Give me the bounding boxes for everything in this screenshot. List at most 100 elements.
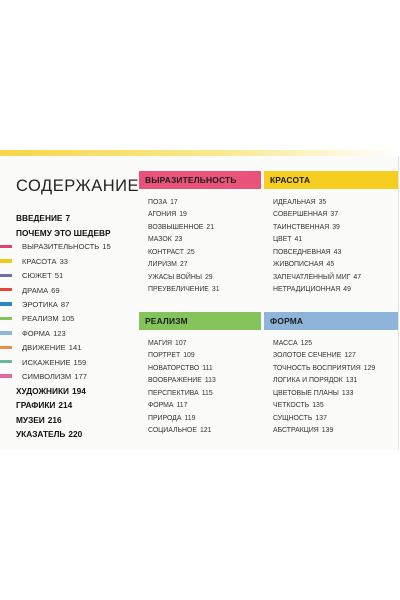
color-swatch [0,244,12,249]
toc-item[interactable]: КРАСОТА 33 [0,254,128,268]
toc-item[interactable]: ДРАМА 69 [0,283,128,297]
section-item-page: 47 [353,273,362,281]
section-item[interactable]: МАГИЯ 107 [139,337,261,350]
toc-item-label: МУЗЕИ [16,414,45,425]
section-item-page: 133 [341,389,354,397]
book-page [0,156,399,450]
section-item[interactable]: ВООБРАЖЕНИЕ 113 [139,375,261,388]
section-item-page: 129 [363,364,376,372]
section-item[interactable]: ПОВСЕДНЕВНАЯ 43 [264,246,398,259]
section-item[interactable]: ПРИРОДА 119 [139,412,261,425]
toc-item[interactable]: ДВИЖЕНИЕ 141 [0,341,128,355]
toc-item[interactable]: ВЫРАЗИТЕЛЬНОСТЬ 15 [0,240,128,254]
section-item-page: 19 [179,211,187,219]
toc-item-page: 33 [59,256,69,266]
section-realism: РЕАЛИЗМ МАГИЯ 107 ПОРТРЕТ 109 НОВАТОРСТВО 111 В… [139,312,261,437]
section-item[interactable]: ЛОГИКА И ПОРЯДОК 131 [264,375,398,388]
toc-item-label: СЮЖЕТ [22,271,52,281]
section-item[interactable]: СОЦИАЛЬНОЕ 121 [139,425,261,438]
section-item-label: ПЕРСПЕКТИВА [148,389,199,397]
section-item-page: 135 [312,402,324,410]
toc-item[interactable]: ХУДОЖНИКИ 194 [0,384,128,398]
section-item[interactable]: ВОЗВЫШЕННОЕ 21 [139,221,261,234]
section-item[interactable]: УЖАСЫ ВОЙНЫ 29 [139,271,261,284]
toc-item[interactable]: ЭРОТИКА 87 [0,297,128,311]
section-item[interactable]: КОНТРАСТ 25 [139,246,261,259]
section-item-label: ВОЗВЫШЕННОЕ [148,223,204,231]
section-item-page: 139 [321,427,334,435]
toc-item[interactable]: МУЗЕИ 216 [0,412,128,426]
toc-item[interactable]: СИМВОЛИЗМ 177 [0,369,128,383]
section-item[interactable]: СОВЕРШЕННАЯ 37 [264,209,398,222]
section-item-page: 41 [294,236,303,244]
section-item-page: 25 [187,248,195,256]
section-item-label: СОЦИАЛЬНОЕ [148,427,197,435]
section-item[interactable]: СУЩНОСТЬ 137 [264,412,398,425]
toc-item[interactable]: УКАЗАТЕЛЬ 220 [0,427,128,441]
section-item-label: АГОНИЯ [148,211,177,219]
toc-item-page: 87 [60,300,70,310]
section-item-page: 35 [318,198,327,206]
section-item[interactable]: ЛИРИЗМ 27 [139,259,261,272]
section-header: ВЫРАЗИТЕЛЬНОСТЬ [139,171,261,189]
toc-item-page: 194 [72,385,86,396]
section-item-label: ТОЧНОСТЬ ВОСПРИЯТИЯ [273,364,361,372]
section-item[interactable]: НЕТРАДИЦИОННАЯ 49 [264,284,398,297]
toc-item[interactable]: ФОРМА 123 [0,326,128,340]
section-item[interactable]: ЗОЛОТОЕ СЕЧЕНИЕ 127 [264,350,398,363]
section-item-page: 117 [176,402,188,410]
section-item[interactable]: АБСТРАКЦИЯ 139 [264,425,398,438]
section-item[interactable]: ПЕРСПЕКТИВА 115 [139,387,261,400]
toc-item-page: 141 [68,343,82,353]
toc-item[interactable]: ГРАФИКИ 214 [0,398,128,412]
section-item[interactable]: ЗАПЕЧАТЛЕННЫЙ МИГ 47 [264,271,398,284]
toc-item-page: 159 [73,357,87,367]
toc-list: ВВЕДЕНИЕ 7 ПОЧЕМУ ЭТО ШЕДЕВР ВЫРАЗИТЕЛЬНОСТ… [0,211,128,441]
section-list: ИДЕАЛЬНАЯ 35 СОВЕРШЕННАЯ 37 ТАИНСТВЕННАЯ 39 ЦВ… [264,189,398,296]
section-item-label: ПРЕУВЕЛИЧЕНИЕ [148,286,209,294]
section-item-label: НОВАТОРСТВО [148,364,200,372]
toc-item-label: ГРАФИКИ [16,400,56,411]
section-item-label: МАГИЯ [148,339,172,347]
section-item-page: 49 [343,286,351,294]
section-item[interactable]: МАССА 125 [264,337,398,350]
color-swatch [0,345,12,350]
toc-item-label: УКАЗАТЕЛЬ [16,429,66,440]
section-item-label: КОНТРАСТ [148,248,185,256]
section-item-label: СОВЕРШЕННАЯ [273,211,328,219]
section-item-label: НЕТРАДИЦИОННАЯ [273,286,341,294]
section-item[interactable]: ТАИНСТВЕННАЯ 39 [264,221,398,234]
toc-item[interactable]: ИСКАЖЕНИЕ 159 [0,355,128,369]
section-item-page: 45 [326,261,335,269]
section-item-page: 115 [201,389,213,397]
section-item[interactable]: ЦВЕТ 41 [264,234,398,247]
section-item[interactable]: НОВАТОРСТВО 111 [139,362,261,375]
toc-item[interactable]: СЮЖЕТ 51 [0,269,128,283]
section-item-label: ЦВЕТ [273,236,292,244]
section-item-page: 113 [204,377,216,385]
section-item-page: 23 [174,236,183,244]
section-item[interactable]: ФОРМА 117 [139,400,261,413]
section-header: ФОРМА [264,312,398,330]
section-item[interactable]: ЖИВОПИСНАЯ 45 [264,259,398,272]
section-item[interactable]: АГОНИЯ 19 [139,209,261,222]
toc-item-page: 15 [102,242,111,252]
section-item[interactable]: ПОЗА 17 [139,196,261,209]
section-item[interactable]: МАЗОК 23 [139,234,261,247]
section-item[interactable]: ЧЕТКОСТЬ 135 [264,400,398,413]
section-item[interactable]: ПРЕУВЕЛИЧЕНИЕ 31 [139,284,261,297]
toc-item[interactable]: ПОЧЕМУ ЭТО ШЕДЕВР [0,225,128,239]
color-swatch [0,316,12,321]
section-item-page: 111 [202,364,213,372]
toc-item[interactable]: ВВЕДЕНИЕ 7 [0,211,128,225]
section-item[interactable]: ЦВЕТОВЫЕ ПЛАНЫ 133 [264,387,398,400]
section-item[interactable]: ИДЕАЛЬНАЯ 35 [264,196,398,209]
section-item-page: 29 [204,273,213,281]
section-item[interactable]: ПОРТРЕТ 109 [139,350,261,363]
section-item-page: 31 [211,286,220,294]
toc-item[interactable]: РЕАЛИЗМ 105 [0,312,128,326]
toc-item-label: ИСКАЖЕНИЕ [22,357,71,367]
section-item-label: ЛОГИКА И ПОРЯДОК [273,377,343,385]
section-item[interactable]: ТОЧНОСТЬ ВОСПРИЯТИЯ 129 [264,362,398,375]
toc-item-label: ЭРОТИКА [22,300,58,310]
